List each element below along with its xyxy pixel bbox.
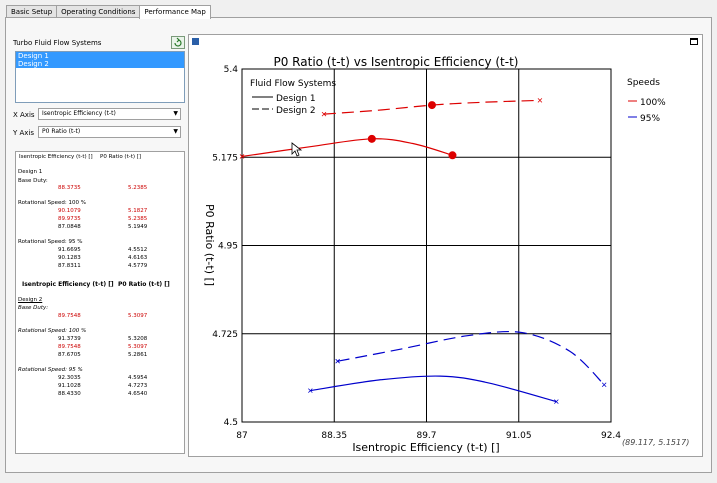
legend-speeds: Speeds 100% 95% bbox=[627, 78, 666, 124]
legend-entry-95: 95% bbox=[640, 114, 660, 124]
table-header-p0-ratio: P0 Ratio (t-t) [] bbox=[100, 154, 142, 160]
table-cell: 5.2861 bbox=[128, 352, 148, 358]
base-duty-label: Base Duty: bbox=[18, 305, 49, 311]
table-cell: 91.6695 bbox=[58, 247, 81, 253]
duty-point-marker[interactable] bbox=[427, 101, 436, 110]
table-cell: 5.2385 bbox=[128, 216, 148, 222]
table-cell: 90.1079 bbox=[58, 208, 81, 214]
design-title: Design 1 bbox=[18, 169, 43, 175]
tab-strip: Basic Setup Operating Conditions Perform… bbox=[6, 5, 211, 19]
data-table-panel[interactable]: Isentropic Efficiency (t-t) [] P0 Ratio … bbox=[15, 151, 185, 454]
duty-point-marker[interactable] bbox=[448, 151, 457, 160]
systems-list[interactable]: Design 1 Design 2 bbox=[15, 51, 185, 103]
design-title: Design 2 bbox=[18, 297, 43, 303]
plot-frame bbox=[241, 68, 612, 423]
table-cell: 5.3208 bbox=[128, 336, 148, 342]
end-point-marker bbox=[537, 98, 543, 103]
table-cell: 90.1283 bbox=[58, 255, 81, 261]
table-cell: 5.1827 bbox=[128, 208, 148, 214]
chevron-down-icon: ▼ bbox=[173, 128, 178, 135]
save-icon[interactable] bbox=[192, 38, 199, 45]
x-tick-label: 89.7 bbox=[416, 431, 436, 441]
x-axis-select[interactable]: Isentropic Efficiency (t-t) ▼ bbox=[38, 108, 181, 120]
end-point-marker bbox=[239, 154, 245, 159]
systems-list-item[interactable]: Design 2 bbox=[16, 60, 184, 68]
y-axis-value: P0 Ratio (t-t) bbox=[42, 128, 81, 135]
x-axis-label: Isentropic Efficiency (t-t) [] bbox=[352, 441, 499, 454]
end-point-marker bbox=[554, 399, 559, 404]
table-cell: 89.7548 bbox=[58, 344, 81, 350]
left-panel: Turbo Fluid Flow Systems Design 1 Design… bbox=[11, 33, 185, 457]
table-cell: 4.6163 bbox=[128, 255, 148, 261]
table-cell: 87.0848 bbox=[58, 224, 81, 230]
systems-label: Turbo Fluid Flow Systems bbox=[13, 39, 102, 47]
table-header-p0-ratio: P0 Ratio (t-t) [] bbox=[118, 281, 170, 288]
y-tick-label: 5.175 bbox=[212, 153, 238, 163]
legend-systems-title: Fluid Flow Systems bbox=[250, 79, 336, 89]
y-tick-label: 4.725 bbox=[212, 330, 238, 340]
table-cell: 88.3735 bbox=[58, 185, 81, 191]
legend-entry-100: 100% bbox=[640, 98, 666, 108]
table-cell: 5.3097 bbox=[128, 344, 148, 350]
end-point-marker bbox=[308, 388, 313, 393]
chart-grid bbox=[242, 69, 611, 422]
x-tick-label: 88.35 bbox=[321, 431, 347, 441]
legend-systems: Fluid Flow Systems Design 1 Design 2 bbox=[250, 79, 336, 116]
speed-label: Rotational Speed: 95 % bbox=[18, 367, 83, 373]
y-axis-label: Y Axis bbox=[13, 129, 35, 137]
systems-list-item[interactable]: Design 1 bbox=[16, 52, 184, 60]
speed-label: Rotational Speed: 100 % bbox=[18, 200, 86, 206]
table-cell: 89.9735 bbox=[58, 216, 81, 222]
x-tick-label: 91.05 bbox=[506, 431, 532, 441]
y-axis-select[interactable]: P0 Ratio (t-t) ▼ bbox=[38, 126, 181, 138]
refresh-button[interactable] bbox=[171, 36, 185, 49]
table-header-efficiency: Isentropic Efficiency (t-t) [] bbox=[22, 281, 114, 288]
chart-title: P0 Ratio (t-t) vs Isentropic Efficiency … bbox=[274, 55, 519, 69]
series-line-design-1-95 bbox=[310, 375, 557, 403]
end-point-marker bbox=[335, 358, 340, 364]
refresh-icon bbox=[174, 37, 182, 47]
table-cell: 91.3739 bbox=[58, 336, 81, 342]
speed-label: Rotational Speed: 95 % bbox=[18, 239, 83, 245]
coordinate-readout: (89.117, 5.1517) bbox=[622, 438, 690, 447]
table-cell: 4.5779 bbox=[128, 263, 148, 269]
y-tick-label: 4.95 bbox=[218, 242, 238, 252]
y-tick-label: 5.4 bbox=[224, 65, 239, 75]
table-cell: 4.5512 bbox=[128, 247, 148, 253]
table-cell: 5.3097 bbox=[128, 313, 148, 319]
maximize-icon[interactable] bbox=[690, 38, 698, 45]
table-cell: 4.7273 bbox=[128, 383, 148, 389]
tab-performance-map[interactable]: Performance Map bbox=[139, 5, 211, 19]
table-cell: 92.3035 bbox=[58, 375, 81, 381]
duty-point-marker[interactable] bbox=[367, 134, 376, 143]
series-line-design-1-100 bbox=[241, 138, 453, 158]
end-point-marker bbox=[321, 111, 327, 117]
table-cell: 4.6540 bbox=[128, 391, 148, 397]
x-axis-value: Isentropic Efficiency (t-t) bbox=[42, 110, 116, 117]
table-cell: 89.7548 bbox=[58, 313, 81, 319]
table-cell: 4.5954 bbox=[128, 375, 148, 381]
y-axis-label: P0 Ratio (t-t) [] bbox=[203, 204, 216, 286]
base-duty-label: Base Duty: bbox=[18, 178, 48, 184]
table-cell: 88.4330 bbox=[58, 391, 81, 397]
end-point-marker bbox=[601, 382, 607, 388]
table-cell: 91.1028 bbox=[58, 383, 81, 389]
table-header-efficiency: Isentropic Efficiency (t-t) [] bbox=[19, 154, 93, 160]
legend-entry-design-1: Design 1 bbox=[276, 94, 316, 104]
x-tick-label: 87 bbox=[236, 431, 247, 441]
table-cell: 87.8311 bbox=[58, 263, 81, 269]
series-line-design-2-95 bbox=[337, 330, 605, 386]
speed-label: Rotational Speed: 100 % bbox=[18, 328, 87, 334]
x-tick-label: 92.4 bbox=[601, 431, 621, 441]
y-tick-label: 4.5 bbox=[224, 418, 238, 428]
x-axis-label: X Axis bbox=[13, 111, 35, 119]
table-cell: 5.1949 bbox=[128, 224, 148, 230]
table-cell: 87.6705 bbox=[58, 352, 81, 358]
legend-entry-design-2: Design 2 bbox=[276, 106, 316, 116]
table-cell: 5.2385 bbox=[128, 185, 148, 191]
chevron-down-icon: ▼ bbox=[173, 110, 178, 117]
cursor-pointer-icon bbox=[291, 142, 303, 157]
legend-speeds-title: Speeds bbox=[627, 78, 660, 88]
